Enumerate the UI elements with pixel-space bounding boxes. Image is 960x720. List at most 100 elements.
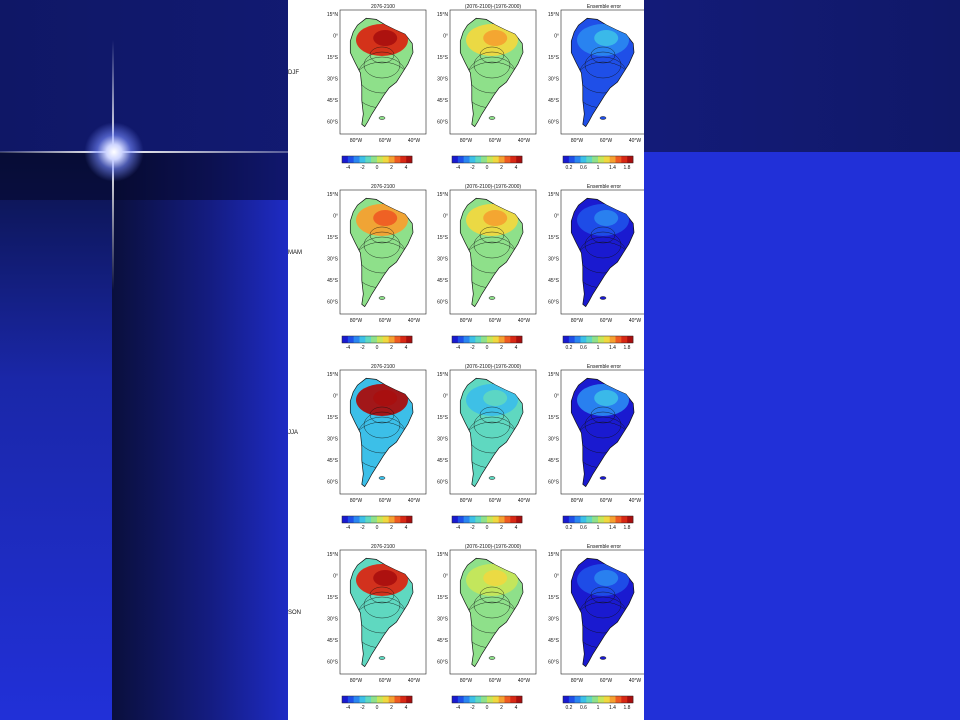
colorbar-segment — [463, 696, 470, 703]
colorbar-tick-label: 1 — [597, 165, 600, 171]
map-frame — [560, 549, 644, 675]
colorbar-segment — [400, 516, 407, 523]
colorbar-segment — [371, 336, 378, 343]
lat-tick-label: 15°S — [548, 595, 560, 601]
contour-line — [473, 591, 511, 619]
contour-line — [584, 591, 622, 619]
panel-title: Ensemble error — [587, 184, 622, 190]
lon-tick-label: 60°W — [489, 318, 502, 324]
climate-figure: DJF 2076-2100 15°N 0° 15°S 30°S 45°S 60°S 80°W 60… — [288, 0, 644, 720]
lon-tick-label: 60°W — [600, 498, 613, 504]
contour-line — [479, 586, 505, 604]
contour-line — [584, 231, 622, 259]
colorbar-segment — [382, 156, 389, 163]
colorbar-segment — [516, 696, 523, 703]
colorbar-tick-label: 2 — [500, 705, 503, 711]
lat-tick-label: 15°S — [437, 235, 449, 241]
colorbar-tick-label: 4 — [515, 345, 518, 351]
lat-tick-label: 30°S — [437, 617, 449, 623]
map-frame — [339, 9, 427, 135]
contour-line — [590, 406, 616, 424]
map-frame — [339, 549, 427, 675]
colorbar-frame — [562, 515, 634, 524]
panel-title: (2076-2100)-(1976-2000) — [465, 184, 521, 190]
lat-tick-label: 30°S — [327, 617, 339, 623]
colorbar-segment — [388, 516, 395, 523]
colorbar-segment — [609, 516, 616, 523]
colorbar-segment — [463, 156, 470, 163]
contour-line — [473, 51, 511, 79]
lon-tick-label: 40°W — [408, 318, 421, 324]
island-shape — [378, 116, 386, 120]
lon-tick-label: 60°W — [379, 138, 392, 144]
lat-tick-label: 15°N — [437, 552, 449, 558]
colorbar-segment — [580, 336, 587, 343]
colorbar-segment — [400, 696, 407, 703]
colorbar-segment — [377, 156, 384, 163]
anomaly-field — [572, 24, 634, 109]
contour-line — [363, 591, 401, 619]
colorbar-segment — [510, 336, 517, 343]
colorbar-segment — [586, 156, 593, 163]
anomaly-core — [594, 570, 619, 586]
left-gradient-stripe — [0, 152, 112, 720]
colorbar-segment — [469, 336, 476, 343]
lat-tick-label: 15°S — [437, 595, 449, 601]
colorbar-segment — [382, 516, 389, 523]
colorbar-segment — [382, 336, 389, 343]
anomaly-field — [351, 564, 413, 649]
colorbar-frame — [451, 335, 523, 344]
colorbar-segment — [406, 336, 413, 343]
colorbar-tick-label: -4 — [346, 345, 351, 351]
colorbar-segment — [365, 696, 372, 703]
panel-title: 2076-2100 — [371, 4, 395, 10]
lat-tick-label: 30°S — [327, 77, 339, 83]
dark-band — [0, 152, 288, 200]
colorbar-tick-label: -2 — [470, 525, 475, 531]
colorbar-segment — [592, 696, 599, 703]
panel-title: Ensemble error — [587, 364, 622, 370]
map-frame — [339, 369, 427, 495]
lat-tick-label: 0° — [554, 34, 559, 40]
colorbar-segment — [452, 516, 459, 523]
colorbar-segment — [498, 336, 505, 343]
colorbar-segment — [487, 696, 494, 703]
contour-line — [369, 226, 395, 244]
colorbar-segment — [516, 336, 523, 343]
lat-tick-label: 0° — [333, 574, 338, 580]
colorbar-tick-label: 2 — [390, 165, 393, 171]
colorbar-segment — [359, 516, 366, 523]
lat-tick-label: 15°N — [548, 372, 560, 378]
lat-tick-label: 15°S — [437, 55, 449, 61]
panel-title: 2076-2100 — [371, 184, 395, 190]
lon-tick-label: 60°W — [489, 678, 502, 684]
colorbar-tick-label: 4 — [405, 345, 408, 351]
lat-tick-label: 15°S — [437, 415, 449, 421]
season-label-jja: JJA — [288, 430, 298, 436]
colorbar-segment — [353, 696, 360, 703]
colorbar-tick-label: 1.8 — [624, 165, 631, 171]
colorbar-tick-label: 4 — [515, 525, 518, 531]
colorbar-segment — [487, 156, 494, 163]
colorbar-segment — [621, 696, 628, 703]
map-frame — [449, 369, 537, 495]
colorbar-segment — [592, 516, 599, 523]
lat-tick-label: 30°S — [437, 77, 449, 83]
contour-line — [369, 46, 395, 64]
colorbar-segment — [574, 516, 581, 523]
colorbar-tick-label: 0 — [376, 705, 379, 711]
colorbar-segment — [580, 516, 587, 523]
colorbar-segment — [457, 516, 464, 523]
contour-line — [584, 411, 622, 439]
colorbar-segment — [452, 156, 459, 163]
lat-tick-label: 15°N — [548, 552, 560, 558]
colorbar-segment — [580, 696, 587, 703]
lon-tick-label: 40°W — [518, 138, 531, 144]
colorbar-segment — [510, 156, 517, 163]
colorbar-segment — [492, 156, 499, 163]
lon-tick-label: 40°W — [408, 498, 421, 504]
colorbar-tick-label: -4 — [346, 705, 351, 711]
colorbar-segment — [377, 696, 384, 703]
lat-tick-label: 0° — [443, 34, 448, 40]
colorbar-tick-label: 1 — [597, 705, 600, 711]
